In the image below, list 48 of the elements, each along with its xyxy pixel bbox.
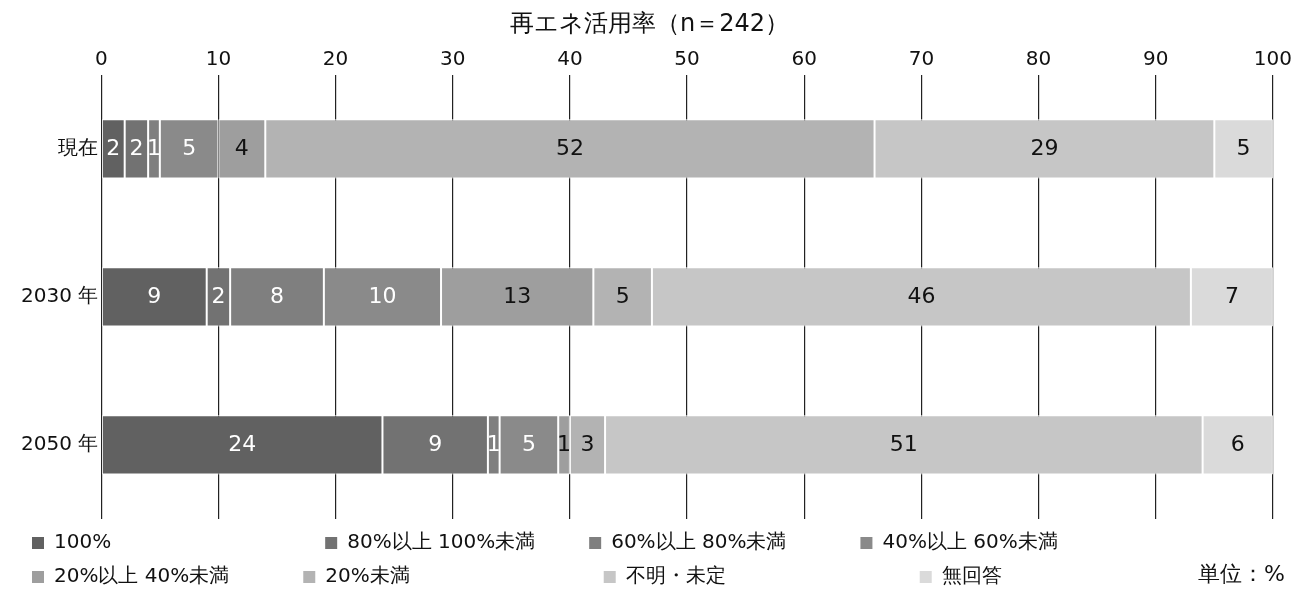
x-tick-label: 40 [557,46,583,70]
y-tick-label: 現在 [58,135,99,160]
data-label: 3 [580,430,595,456]
x-tick-label: 30 [440,46,466,70]
data-label: 1 [486,430,501,456]
data-label: 1 [146,134,161,160]
legend-label: 無回答 [941,563,1002,588]
data-label: 2 [106,134,121,160]
legend-label: 20%未満 [325,563,590,588]
data-label: 5 [615,282,630,308]
legend-label: 80%以上 100%未満 [347,529,576,554]
data-label: 29 [1030,134,1059,160]
y-tick-label: 2030 年 [20,283,99,308]
data-label: 51 [889,430,918,456]
x-tick-label: 100 [1253,46,1293,70]
data-label: 1 [557,430,572,456]
data-label: 13 [503,282,532,308]
data-label: 8 [270,282,284,308]
data-label: 5 [1236,134,1251,160]
x-tick-label: 80 [1025,46,1052,70]
chart-title: 再エネ活用率（n＝242） [509,8,790,37]
data-label: 46 [907,282,936,308]
legend-label: 20%以上 40%未満 [54,563,290,588]
data-label: 10 [368,282,397,308]
data-label: 6 [1230,430,1245,456]
legend-label: 40%以上 60%未満 [882,529,1118,554]
x-tick-label: 70 [908,46,935,70]
x-tick-label: 0 [94,46,108,70]
legend-label: 不明・未定 [625,563,906,588]
y-tick-label: 2050 年 [20,431,99,456]
x-tick-label: 10 [205,46,232,70]
data-label: 9 [147,282,162,308]
text: 単位：% [1198,560,1285,586]
data-label: 7 [1224,282,1239,308]
x-tick-label: 50 [674,46,700,70]
legend-label: 100% [54,529,312,554]
x-tick-label: 20 [322,46,349,70]
data-label: 52 [555,134,584,160]
x-tick-label: 90 [1143,46,1169,70]
data-label: 5 [182,134,197,160]
data-label: 9 [428,430,443,456]
x-tick-label: 60 [791,46,817,70]
data-label: 4 [234,134,249,160]
legend-label: 60%以上 80%未満 [611,529,847,554]
data-label: 24 [228,430,257,456]
data-label: 2 [129,134,144,160]
data-label: 5 [521,430,536,456]
data-label: 2 [211,282,226,308]
